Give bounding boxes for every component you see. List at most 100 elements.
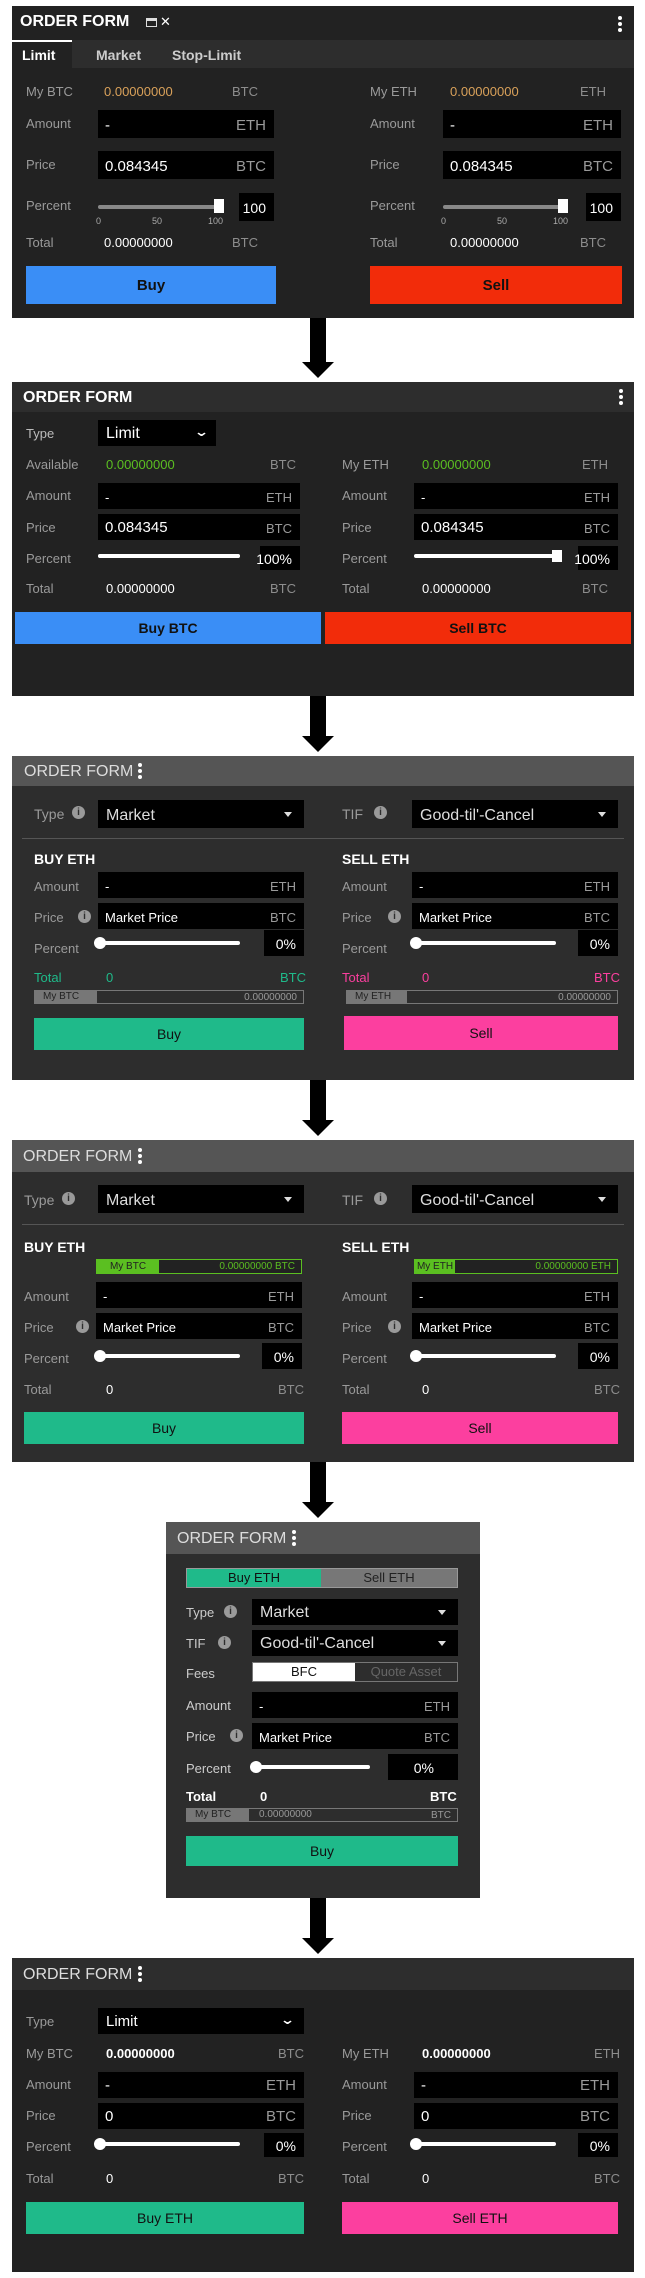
tab-stop-limit-label[interactable]: Stop-Limit	[172, 47, 242, 63]
amount-input[interactable]: - ETH	[98, 2072, 304, 2098]
price-input[interactable]: 0.084345 BTC	[98, 514, 300, 540]
info-icon[interactable]: i	[76, 1320, 89, 1333]
info-icon[interactable]: i	[72, 806, 85, 819]
percent-slider-handle[interactable]	[558, 199, 568, 213]
info-icon[interactable]: i	[62, 1192, 75, 1205]
percent-input[interactable]: 0%	[578, 930, 618, 956]
buy-button[interactable]: Buy	[186, 1836, 458, 1866]
info-icon[interactable]: i	[374, 1192, 387, 1205]
more-menu-icon[interactable]	[618, 16, 622, 34]
info-icon[interactable]: i	[388, 910, 401, 923]
percent-slider-track[interactable]	[98, 205, 222, 209]
fees-option-quote-asset[interactable]: Quote Asset	[370, 1664, 442, 1679]
window-icon[interactable]	[146, 18, 157, 27]
percent-slider-handle[interactable]	[94, 937, 106, 949]
percent-slider-handle[interactable]	[214, 199, 224, 213]
sell-button[interactable]: Sell	[370, 266, 622, 304]
sell-eth-button[interactable]: Sell ETH	[342, 2202, 618, 2234]
sell-button[interactable]: Sell	[344, 1016, 618, 1050]
tif-dropdown[interactable]: Good-til'-Cancel	[412, 1185, 618, 1213]
more-menu-icon[interactable]	[292, 1530, 296, 1548]
type-dropdown[interactable]: Market	[98, 800, 304, 828]
sell-button[interactable]: Sell	[342, 1412, 618, 1444]
percent-input[interactable]: 0%	[388, 1754, 458, 1780]
more-menu-icon[interactable]	[138, 1148, 142, 1166]
percent-input[interactable]: 100	[586, 193, 621, 221]
price-input[interactable]: 0.084345 BTC	[98, 151, 274, 179]
percent-slider-track[interactable]	[443, 205, 567, 209]
more-menu-icon[interactable]	[619, 389, 623, 407]
amount-input[interactable]: - ETH	[98, 483, 300, 509]
type-dropdown[interactable]: Limit ⌄	[98, 2008, 304, 2034]
percent-slider-handle[interactable]	[250, 1761, 262, 1773]
amount-input[interactable]: - ETH	[443, 110, 621, 138]
price-unit: BTC	[584, 910, 610, 925]
buy-button[interactable]: Buy	[24, 1412, 304, 1444]
info-icon[interactable]: i	[230, 1729, 243, 1742]
price-input[interactable]: 0 BTC	[98, 2103, 304, 2129]
amount-input[interactable]: - ETH	[252, 1692, 458, 1718]
percent-slider-track[interactable]	[98, 941, 240, 945]
percent-slider-handle[interactable]	[410, 1350, 422, 1362]
percent-slider-handle[interactable]	[94, 2138, 106, 2150]
price-input[interactable]: Market Price BTC	[96, 1313, 302, 1339]
price-input[interactable]: Market Price BTC	[412, 1313, 618, 1339]
info-icon[interactable]: i	[78, 910, 91, 923]
toggle-buy-eth[interactable]: Buy ETH	[187, 1569, 321, 1587]
toggle-sell-eth[interactable]: Sell ETH	[363, 1570, 415, 1585]
tif-dropdown[interactable]: Good-til'-Cancel	[252, 1630, 458, 1656]
tab-limit[interactable]	[12, 40, 72, 68]
tab-limit-label[interactable]: Limit	[22, 47, 56, 63]
amount-input[interactable]: - ETH	[98, 110, 274, 138]
percent-input[interactable]: 100%	[574, 546, 618, 570]
price-input[interactable]: 0.084345 BTC	[443, 151, 621, 179]
amount-input[interactable]: - ETH	[412, 872, 618, 898]
percent-input[interactable]: 100%	[256, 546, 300, 570]
percent-slider-handle[interactable]	[94, 1350, 106, 1362]
price-input[interactable]: 0.084345 BTC	[414, 514, 618, 540]
more-menu-icon[interactable]	[138, 763, 142, 781]
amount-input[interactable]: - ETH	[412, 1282, 618, 1308]
fees-option-bfc[interactable]: BFC	[253, 1663, 355, 1681]
type-dropdown[interactable]: Market	[98, 1185, 304, 1213]
percent-slider-track[interactable]	[414, 554, 558, 558]
buy-button[interactable]: Buy	[26, 266, 276, 304]
tif-dropdown[interactable]: Good-til'-Cancel	[412, 800, 618, 828]
percent-input[interactable]: 0%	[578, 1343, 618, 1369]
percent-slider-track[interactable]	[98, 1354, 240, 1358]
percent-input[interactable]: 0%	[578, 2133, 618, 2157]
info-icon[interactable]: i	[224, 1605, 237, 1618]
amount-input[interactable]: - ETH	[414, 2072, 618, 2098]
percent-slider-handle[interactable]	[410, 2138, 422, 2150]
buy-btc-button[interactable]: Buy BTC	[15, 612, 321, 644]
price-input[interactable]: Market Price BTC	[252, 1723, 458, 1749]
percent-slider-handle[interactable]	[552, 550, 562, 562]
percent-input[interactable]: 0%	[264, 2133, 304, 2157]
price-input[interactable]: Market Price BTC	[98, 903, 304, 929]
percent-slider-track[interactable]	[254, 1765, 370, 1769]
percent-input[interactable]: 0%	[262, 1343, 302, 1369]
info-icon[interactable]: i	[388, 1320, 401, 1333]
type-dropdown[interactable]: Market	[252, 1599, 458, 1625]
percent-input[interactable]: 0%	[264, 930, 304, 956]
more-menu-icon[interactable]	[138, 1966, 142, 1984]
price-input[interactable]: 0 BTC	[414, 2103, 618, 2129]
sell-btc-button[interactable]: Sell BTC	[325, 612, 631, 644]
type-dropdown[interactable]: Limit ⌄	[98, 420, 216, 446]
percent-slider-track[interactable]	[98, 2142, 240, 2146]
amount-input[interactable]: - ETH	[98, 872, 304, 898]
price-input[interactable]: Market Price BTC	[412, 903, 618, 929]
info-icon[interactable]: i	[374, 806, 387, 819]
buy-button[interactable]: Buy	[34, 1018, 304, 1050]
info-icon[interactable]: i	[218, 1636, 231, 1649]
close-icon[interactable]: ✕	[160, 14, 171, 29]
amount-input[interactable]: - ETH	[414, 483, 618, 509]
percent-input[interactable]: 100	[239, 193, 274, 221]
buy-eth-button[interactable]: Buy ETH	[26, 2202, 304, 2234]
tab-market-label[interactable]: Market	[96, 47, 142, 63]
percent-slider-handle[interactable]	[410, 937, 422, 949]
amount-input[interactable]: - ETH	[96, 1282, 302, 1308]
percent-slider-track[interactable]	[414, 1354, 556, 1358]
percent-slider-track[interactable]	[414, 2142, 556, 2146]
percent-slider-track[interactable]	[414, 941, 556, 945]
